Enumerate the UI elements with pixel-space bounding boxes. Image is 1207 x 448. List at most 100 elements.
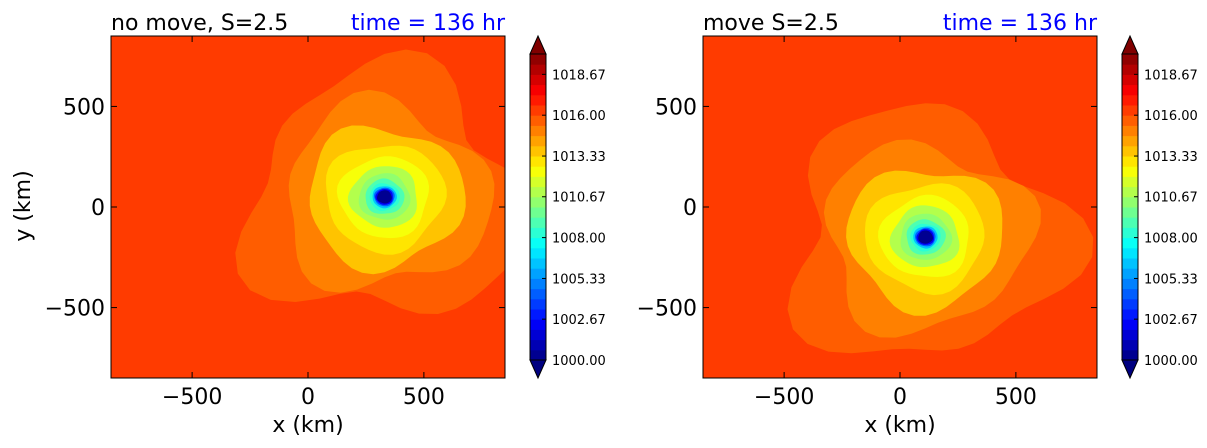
- panel-title: no move, S=2.5: [111, 11, 288, 36]
- colorbar-segment: [1122, 329, 1138, 341]
- colorbar-segment: [1122, 217, 1138, 228]
- colorbar-segment: [1122, 176, 1138, 188]
- colorbar-tick-label: 1016.00: [552, 109, 606, 124]
- colorbar-tick-label: 1018.67: [1144, 68, 1198, 83]
- colorbar-segment: [530, 237, 546, 249]
- colorbar-segment: [530, 115, 546, 126]
- y-tick-label: 0: [91, 196, 105, 221]
- colorbar-segment: [1122, 115, 1138, 126]
- colorbar-tick-label: 1016.00: [1144, 109, 1198, 124]
- x-axis-label: x (km): [864, 413, 935, 438]
- colorbar-segment: [1122, 309, 1138, 320]
- colorbar-segment: [530, 258, 546, 269]
- colorbar-tick-label: 1005.33: [1144, 272, 1198, 287]
- colorbar-segment: [530, 349, 546, 361]
- colorbar-segment: [1122, 339, 1138, 351]
- colorbar-segment: [530, 186, 546, 198]
- colorbar-segment: [1122, 258, 1138, 269]
- y-axis-label: y (km): [11, 170, 36, 241]
- colorbar-segment: [530, 278, 546, 290]
- colorbar-segment: [530, 156, 546, 167]
- time-label: time = 136 hr: [943, 11, 1098, 36]
- colorbar-segment: [530, 105, 546, 116]
- colorbar-segment: [1122, 247, 1138, 259]
- y-tick-label: 500: [63, 95, 105, 120]
- colorbar-tick-label: 1005.33: [552, 272, 606, 287]
- colorbar-segment: [1122, 166, 1138, 177]
- colorbar-segment: [1122, 105, 1138, 116]
- colorbar-tick-label: 1008.00: [552, 232, 606, 247]
- colorbar-segment: [530, 135, 546, 147]
- colorbar-segment: [530, 64, 546, 75]
- colorbar-tick-label: 1013.33: [552, 150, 606, 165]
- colorbar-segment: [1122, 196, 1138, 208]
- colorbar-tick-label: 1010.67: [1144, 191, 1198, 206]
- contour-band: [377, 190, 392, 204]
- colorbar-segment: [1122, 288, 1138, 300]
- colorbar-segment: [1122, 125, 1138, 137]
- x-tick-label: 0: [301, 385, 315, 410]
- colorbar-tick-label: 1008.00: [1144, 232, 1198, 247]
- colorbar-extend-max: [1121, 34, 1139, 55]
- colorbar-segment: [530, 94, 546, 106]
- colorbar-tick-label: 1000.00: [1144, 354, 1198, 369]
- colorbar-segment: [530, 207, 546, 218]
- colorbar-extend-min: [529, 359, 547, 380]
- colorbar-segment: [1122, 207, 1138, 218]
- y-tick-label: 500: [655, 95, 697, 120]
- colorbar-segment: [1122, 94, 1138, 106]
- x-tick-label: −500: [754, 385, 814, 410]
- colorbar-segment: [1122, 74, 1138, 86]
- colorbar-tick-label: 1000.00: [552, 354, 606, 369]
- colorbar-segment: [530, 54, 546, 65]
- colorbar-segment: [1122, 237, 1138, 249]
- colorbar-segment: [530, 176, 546, 188]
- colorbar-tick-label: 1013.33: [1144, 150, 1198, 165]
- colorbar-segment: [1122, 268, 1138, 279]
- colorbar-segment: [530, 166, 546, 177]
- colorbar-tick-label: 1002.67: [552, 313, 606, 328]
- y-tick-label: −500: [45, 297, 105, 322]
- colorbar-segment: [530, 319, 546, 330]
- x-tick-label: 500: [403, 385, 445, 410]
- colorbar-segment: [530, 84, 546, 96]
- colorbar-segment: [1122, 227, 1138, 239]
- colorbar-segment: [1122, 84, 1138, 96]
- colorbar-segment: [1122, 319, 1138, 330]
- colorbar-segment: [530, 329, 546, 341]
- colorbar: 1000.00 1002.67 1005.33 1008.00 1010.67 1013.…: [1121, 34, 1198, 380]
- colorbar-tick-label: 1018.67: [552, 68, 606, 83]
- panel-title: move S=2.5: [703, 11, 839, 36]
- colorbar-segment: [530, 196, 546, 208]
- colorbar-extend-max: [529, 34, 547, 55]
- colorbar-segment: [530, 227, 546, 239]
- colorbar-segment: [530, 247, 546, 259]
- colorbar: 1000.00 1002.67 1005.33 1008.00 1010.67 1013.…: [529, 34, 606, 380]
- colorbar-segment: [1122, 145, 1138, 157]
- colorbar-segment: [1122, 278, 1138, 290]
- colorbar-frame: [1121, 53, 1139, 361]
- x-tick-label: 0: [893, 385, 907, 410]
- colorbar-segment: [530, 268, 546, 279]
- panel-move: move S=2.5 time = 136 hr −500 0 500 −500 0 50…: [637, 11, 1198, 438]
- colorbar-segment: [1122, 64, 1138, 75]
- colorbar-segment: [530, 217, 546, 228]
- time-label: time = 136 hr: [351, 11, 506, 36]
- y-tick-label: −500: [637, 297, 697, 322]
- contour-band: [918, 230, 933, 244]
- colorbar-segment: [1122, 156, 1138, 167]
- colorbar-segment: [530, 125, 546, 137]
- x-tick-label: 500: [995, 385, 1037, 410]
- x-tick-label: −500: [162, 385, 222, 410]
- colorbar-segment: [530, 309, 546, 320]
- colorbar-tick-label: 1010.67: [552, 191, 606, 206]
- colorbar-segment: [530, 74, 546, 86]
- x-axis-label: x (km): [272, 413, 343, 438]
- colorbar-segment: [1122, 349, 1138, 361]
- colorbar-extend-min: [1121, 359, 1139, 380]
- colorbar-segment: [530, 298, 546, 310]
- colorbar-segment: [530, 288, 546, 300]
- colorbar-segment: [530, 145, 546, 157]
- panel-no-move: no move, S=2.5 time = 136 hr −500 0 500 −50…: [11, 11, 606, 438]
